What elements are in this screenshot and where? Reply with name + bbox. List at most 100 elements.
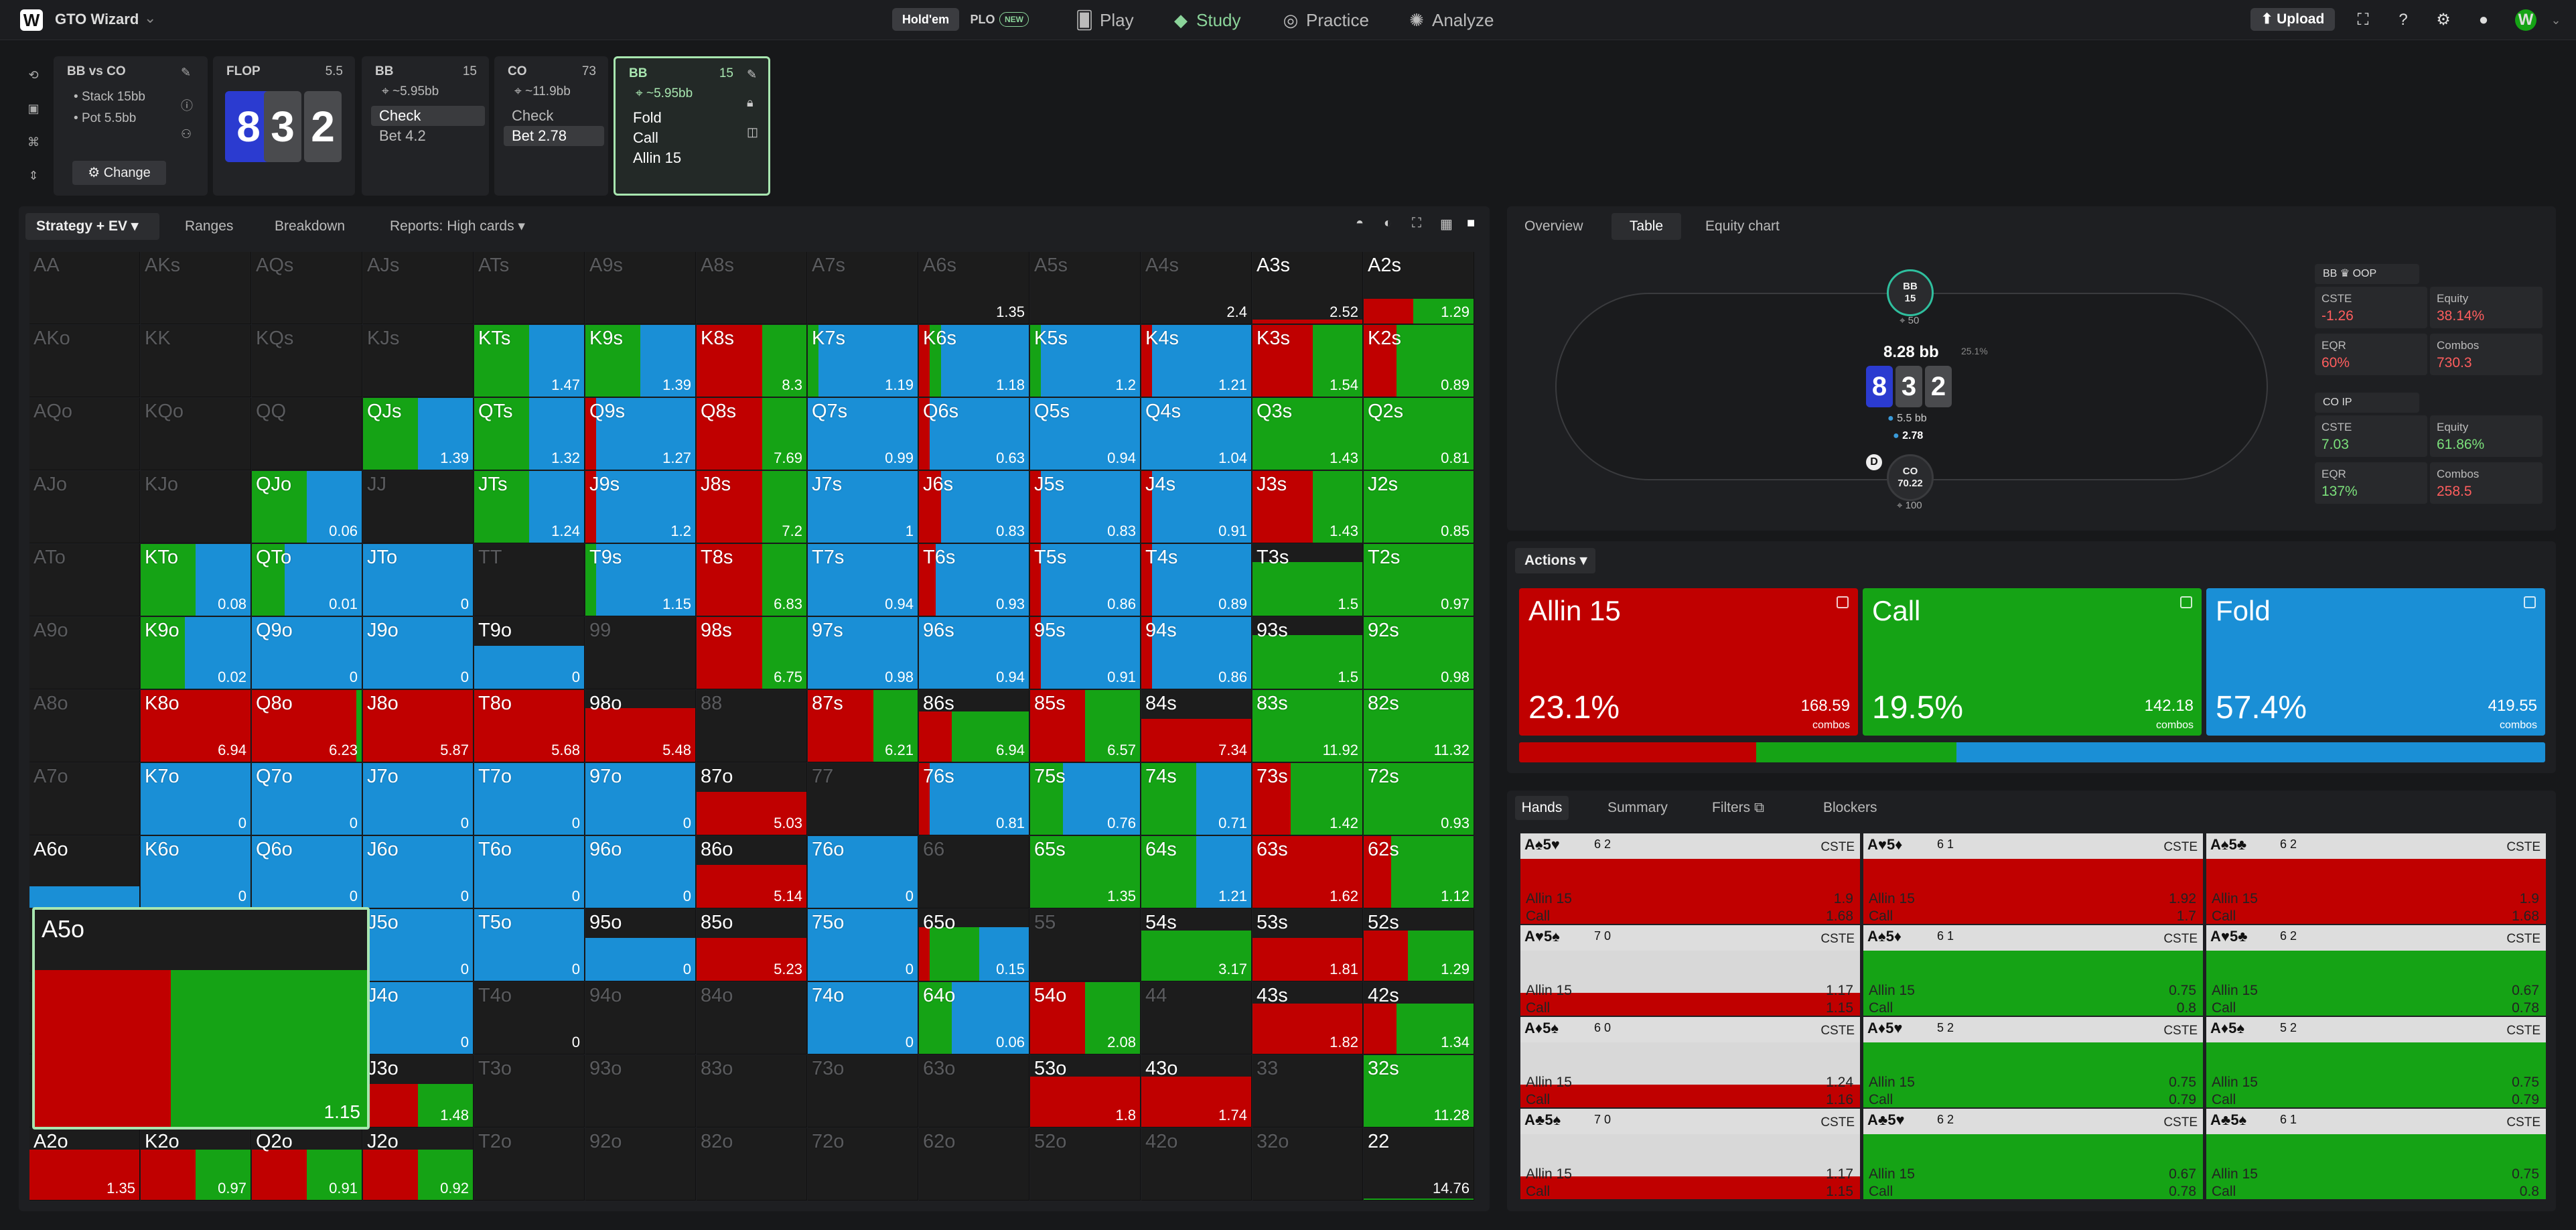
help-icon[interactable]: ? [2399, 11, 2408, 29]
grid-cell-76s[interactable]: 76s 0.81 [919, 763, 1029, 835]
grid-cell-98s[interactable]: 98s 6.75 [697, 617, 807, 689]
grid-cell-J6o[interactable]: J6o 0 [363, 836, 474, 908]
grid-cell-62o[interactable]: 62o [919, 1128, 1029, 1201]
grid-cell-43o[interactable]: 43o 1.74 [1141, 1055, 1252, 1128]
view-select[interactable]: Strategy + EV ▾ [25, 213, 159, 240]
bb-active-action-fold[interactable]: Fold [633, 109, 662, 126]
grid-cell-KTs[interactable]: KTs 1.47 [474, 325, 585, 397]
grid-cell-33[interactable]: 33 [1253, 1055, 1363, 1128]
upload-button[interactable]: ⬆ Upload [2250, 8, 2335, 31]
grid-cell-86s[interactable]: 86s 6.94 [919, 690, 1029, 762]
grid-cell-64s[interactable]: 64s 1.21 [1141, 836, 1252, 908]
grid-icon[interactable]: ▦ [1440, 217, 1453, 232]
grid-cell-Q2o[interactable]: Q2o 0.91 [252, 1128, 362, 1201]
grid-cell-Q8s[interactable]: Q8s 7.69 [697, 398, 807, 470]
grid-cell-T6o[interactable]: T6o 0 [474, 836, 585, 908]
nav-study[interactable]: ◆ Study [1171, 7, 1241, 33]
grid-cell-AQs[interactable]: AQs [252, 252, 362, 324]
flop-card[interactable]: FLOP 5.5 8 3 2 [213, 56, 355, 196]
grid-cell-84s[interactable]: 84s 7.34 [1141, 690, 1252, 762]
grid-cell-96s[interactable]: 96s 0.94 [919, 617, 1029, 689]
edit-icon[interactable]: ✎ [181, 66, 192, 79]
user-icon[interactable]: ● [2478, 11, 2489, 29]
grid-cell-54s[interactable]: 54s 3.17 [1141, 909, 1252, 981]
grid-cell-93o[interactable]: 93o [585, 1055, 696, 1128]
grid-cell-K8o[interactable]: K8o 6.94 [141, 690, 251, 762]
grid-cell-KQo[interactable]: KQo [141, 398, 251, 470]
grid-cell-Q8o[interactable]: Q8o 6.23 [252, 690, 362, 762]
grid-cell-64o[interactable]: 64o 0.06 [919, 982, 1029, 1054]
grid-cell-Q6o[interactable]: Q6o 0 [252, 836, 362, 908]
grid-cell-JTo[interactable]: JTo 0 [363, 544, 474, 616]
grid-cell-87o[interactable]: 87o 5.03 [697, 763, 807, 835]
grid-cell-A8o[interactable]: A8o [29, 690, 140, 762]
grid-cell-42o[interactable]: 42o [1141, 1128, 1252, 1201]
grid-cell-A9o[interactable]: A9o [29, 617, 140, 689]
grid-cell-K8s[interactable]: K8s 8.3 [697, 325, 807, 397]
tab-blockers[interactable]: Blockers [1823, 800, 1877, 815]
grid-cell-AQo[interactable]: AQo [29, 398, 140, 470]
grid-cell-T2s[interactable]: T2s 0.97 [1364, 544, 1474, 616]
grid-cell-A3s[interactable]: A3s 2.52 [1253, 252, 1363, 324]
grid-cell-43s[interactable]: 43s 1.82 [1253, 982, 1363, 1054]
ranges-tab[interactable]: Ranges [185, 218, 234, 234]
tab-table[interactable]: Table [1612, 213, 1681, 240]
chevron-down-icon[interactable]: ⌄ [144, 9, 157, 26]
grid-cell-QTo[interactable]: QTo 0.01 [252, 544, 362, 616]
grid-cell-63s[interactable]: 63s 1.62 [1253, 836, 1363, 908]
grid-cell-J7o[interactable]: J7o 0 [363, 763, 474, 835]
grid-cell-88[interactable]: 88 [697, 690, 807, 762]
grid-cell-J8o[interactable]: J8o 5.87 [363, 690, 474, 762]
grid-cell-A6s[interactable]: A6s 1.35 [919, 252, 1029, 324]
grid-cell-Q9s[interactable]: Q9s 1.27 [585, 398, 696, 470]
bb-active-action-allin[interactable]: Allin 15 [633, 149, 682, 166]
grid-cell-T9o[interactable]: T9o 0 [474, 617, 585, 689]
actions-select[interactable]: Actions ▾ [1515, 548, 1595, 573]
action-fold[interactable]: Fold 57.4% 419.55 combos [2206, 588, 2545, 736]
plo-tab[interactable]: PLO [970, 13, 995, 26]
expand-icon[interactable] [2524, 596, 2536, 608]
grid-cell-Q7o[interactable]: Q7o 0 [252, 763, 362, 835]
grid-cell-83o[interactable]: 83o [697, 1055, 807, 1128]
grid-cell-T4o[interactable]: T4o 0 [474, 982, 585, 1054]
grid-cell-A2s[interactable]: A2s 1.29 [1364, 252, 1474, 324]
grid-cell-K6o[interactable]: K6o 0 [141, 836, 251, 908]
grid-cell-85s[interactable]: 85s 6.57 [1030, 690, 1141, 762]
grid-cell-75o[interactable]: 75o 0 [808, 909, 918, 981]
bb-seat[interactable]: BB 15 [1887, 269, 1934, 316]
grid-cell-K2o[interactable]: K2o 0.97 [141, 1128, 251, 1201]
grid-cell-K3s[interactable]: K3s 1.54 [1253, 325, 1363, 397]
grid-cell-55[interactable]: 55 [1030, 909, 1141, 981]
grid-cell-JJ[interactable]: JJ [363, 471, 474, 543]
tab-equity-chart[interactable]: Equity chart [1705, 218, 1780, 234]
grid-cell-Q4s[interactable]: Q4s 1.04 [1141, 398, 1252, 470]
grid-cell-QJs[interactable]: QJs 1.39 [363, 398, 474, 470]
grid-cell-83s[interactable]: 83s 11.92 [1253, 690, 1363, 762]
grid-cell-J9s[interactable]: J9s 1.2 [585, 471, 696, 543]
grid-cell-85o[interactable]: 85o 5.23 [697, 909, 807, 981]
grid-cell-92o[interactable]: 92o [585, 1128, 696, 1201]
grid-cell-Q5s[interactable]: Q5s 0.94 [1030, 398, 1141, 470]
tab-overview[interactable]: Overview [1524, 218, 1583, 234]
grid-cell-42s[interactable]: 42s 1.34 [1364, 982, 1474, 1054]
grid-cell-97o[interactable]: 97o 0 [585, 763, 696, 835]
grid-cell-K6s[interactable]: K6s 1.18 [919, 325, 1029, 397]
gear-icon[interactable]: ⚙ [2436, 11, 2451, 29]
grid-cell-53s[interactable]: 53s 1.81 [1253, 909, 1363, 981]
grid-cell-AJo[interactable]: AJo [29, 471, 140, 543]
grid-cell-KTo[interactable]: KTo 0.08 [141, 544, 251, 616]
grid-cell-AKo[interactable]: AKo [29, 325, 140, 397]
grid-cell-J2o[interactable]: J2o 0.92 [363, 1128, 474, 1201]
grid-cell-82o[interactable]: 82o [697, 1128, 807, 1201]
grid-cell-A9s[interactable]: A9s [585, 252, 696, 324]
grid-cell-J6s[interactable]: J6s 0.83 [919, 471, 1029, 543]
bb-active-node-card[interactable]: BB 15 ⌖ ~5.95bb Fold Call Allin 15 ✎ 🔒︎ … [614, 56, 770, 196]
grid-cell-ATs[interactable]: ATs [474, 252, 585, 324]
gto-wizard-logo[interactable]: W [20, 9, 43, 31]
